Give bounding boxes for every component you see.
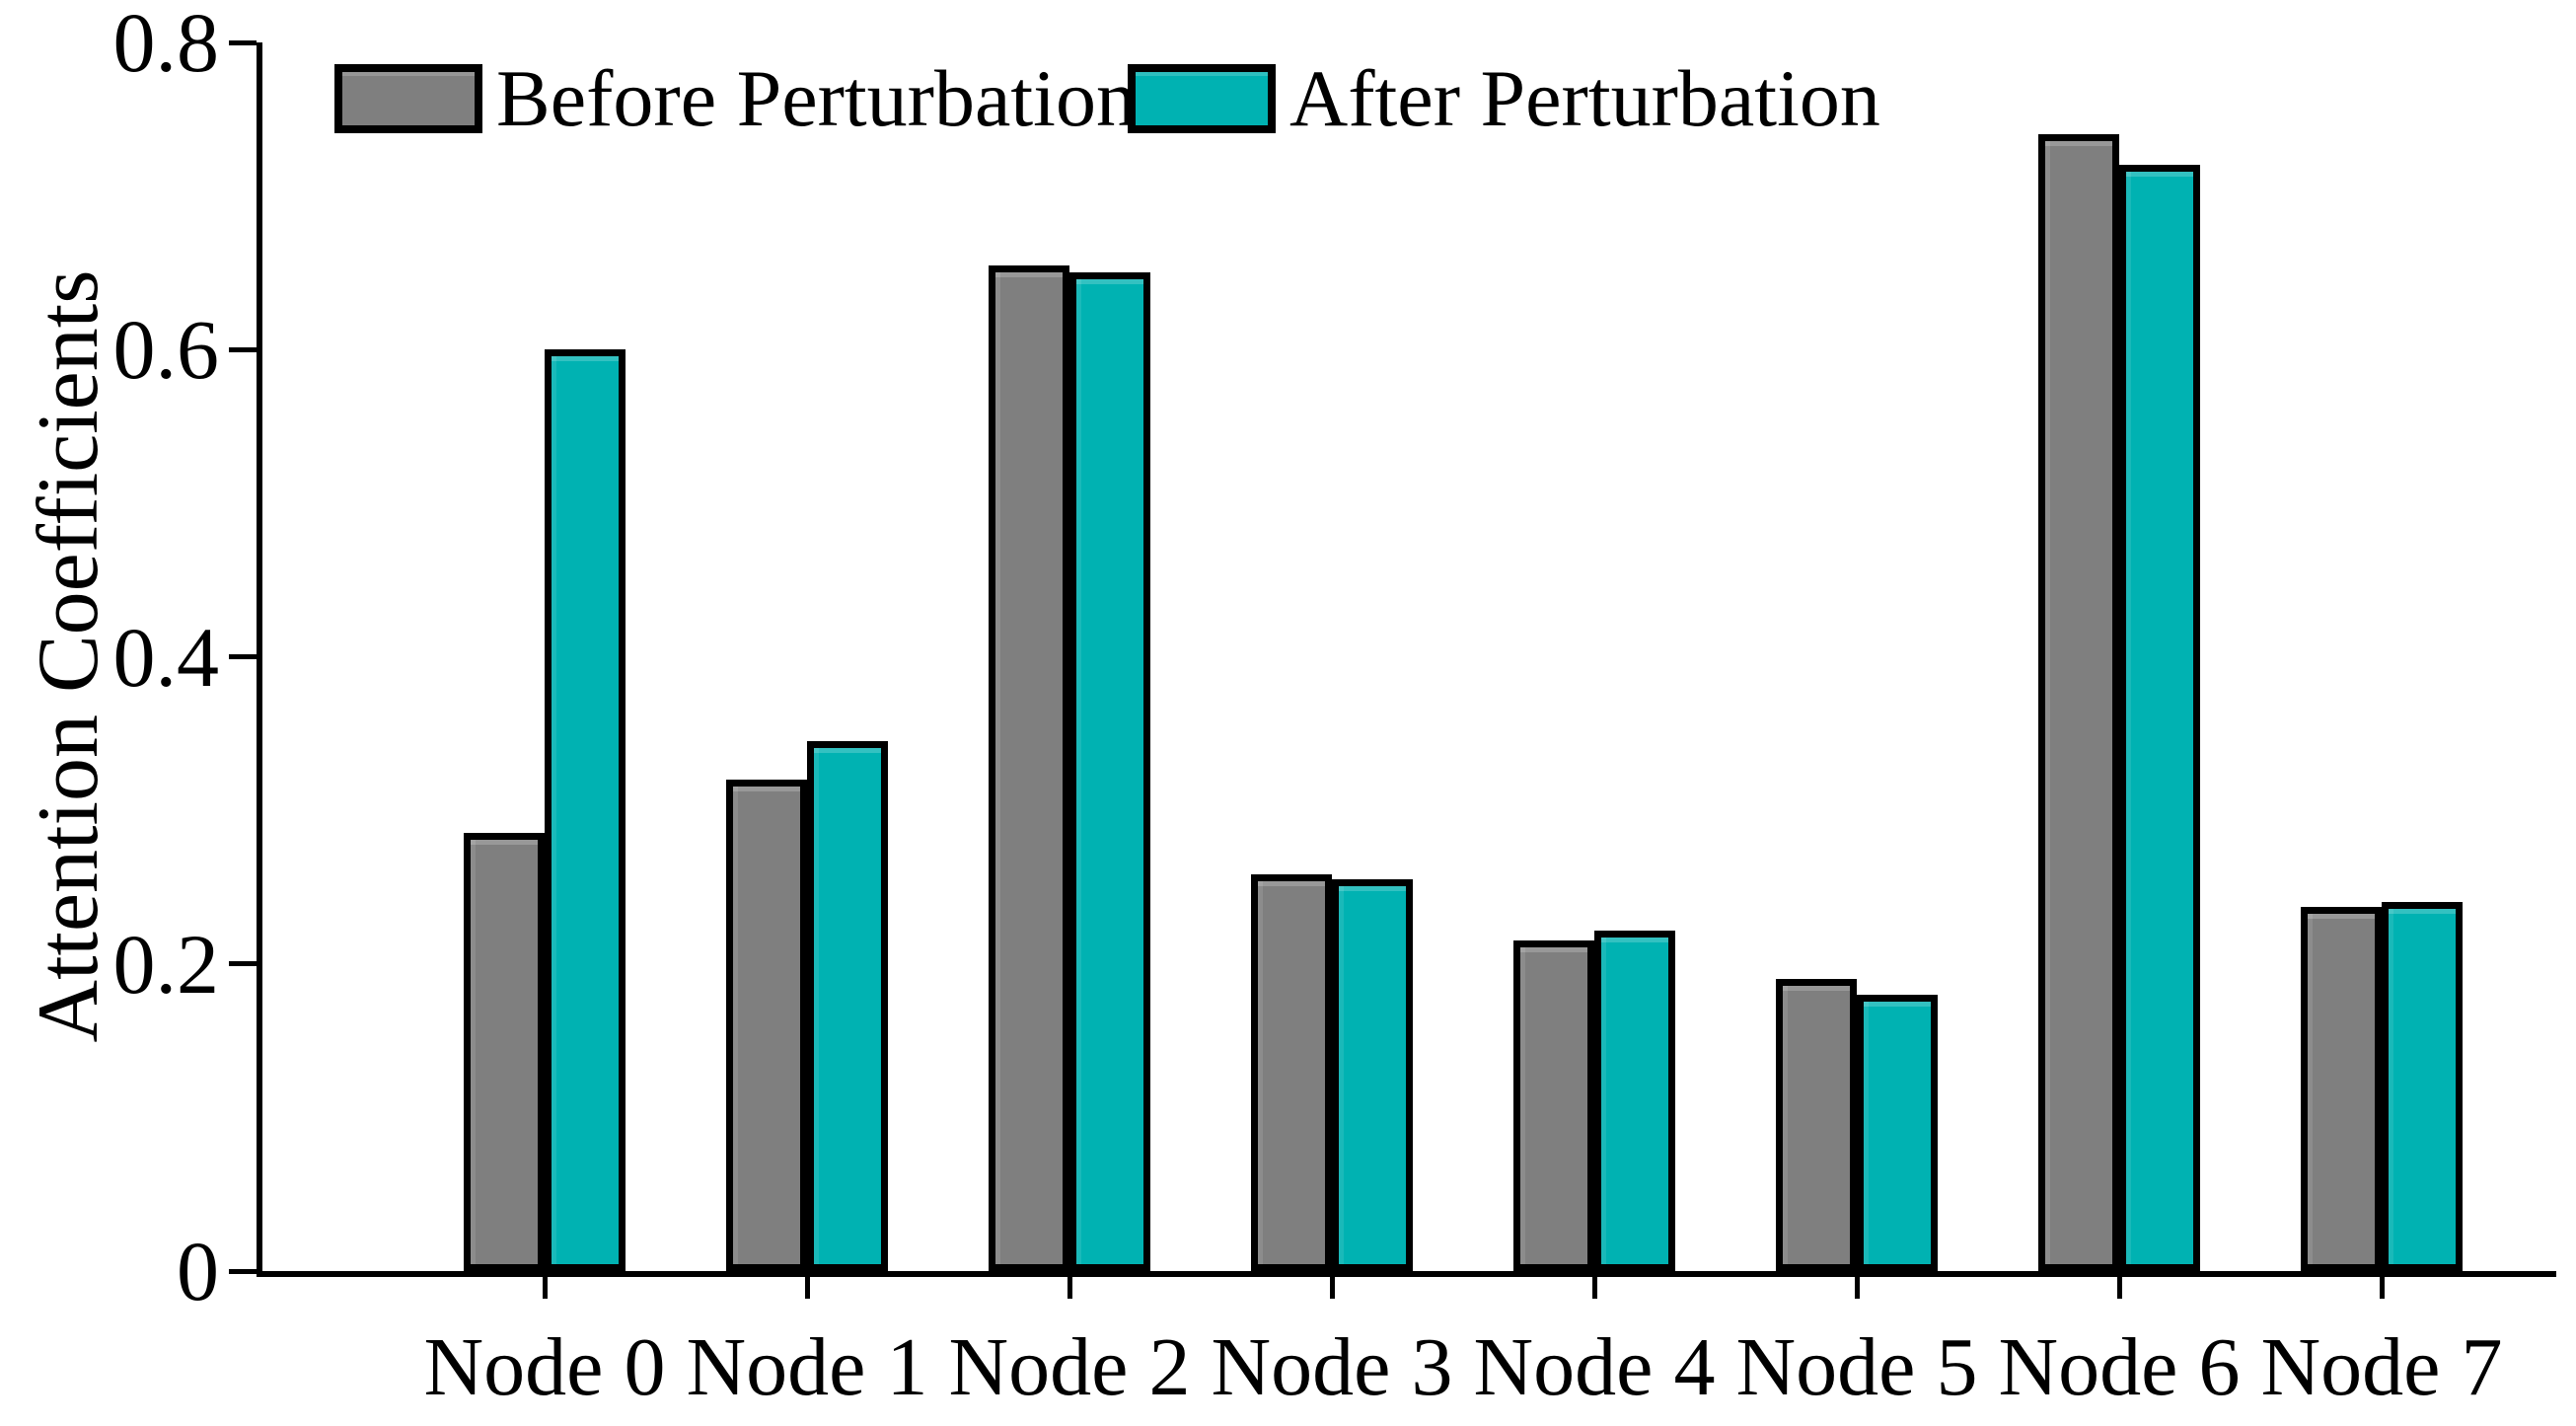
legend-label-after: After Perturbation bbox=[1289, 53, 1880, 143]
plot-area: Before Perturbation After Perturbation bbox=[257, 42, 2556, 1277]
x-tick-node-0 bbox=[543, 1277, 548, 1299]
x-tick-node-2 bbox=[1067, 1277, 1072, 1299]
bar-node-7-after bbox=[2382, 902, 2463, 1271]
y-tick-label-0: 0 bbox=[177, 1224, 219, 1318]
x-tick-label-node-7: Node 7 bbox=[2260, 1321, 2503, 1413]
legend-label-before: Before Perturbation bbox=[496, 53, 1137, 143]
x-tick-node-4 bbox=[1592, 1277, 1597, 1299]
bar-node-2-after bbox=[1069, 272, 1150, 1271]
bar-node-5-after bbox=[1857, 995, 1938, 1271]
bar-node-7-before bbox=[2301, 907, 2382, 1271]
bar-node-4-before bbox=[1513, 940, 1594, 1271]
x-tick-node-1 bbox=[805, 1277, 810, 1299]
x-tick-label-node-2: Node 2 bbox=[948, 1321, 1191, 1413]
x-tick-node-3 bbox=[1330, 1277, 1335, 1299]
x-tick-node-5 bbox=[1855, 1277, 1860, 1299]
bar-node-3-after bbox=[1332, 879, 1413, 1271]
bar-node-5-before bbox=[1776, 979, 1857, 1271]
x-tick-label-node-4: Node 4 bbox=[1473, 1321, 1716, 1413]
bar-node-1-after bbox=[807, 741, 888, 1271]
bar-node-1-before bbox=[726, 780, 807, 1271]
y-tick-label-0.2: 0.2 bbox=[112, 917, 220, 1012]
y-tick-label-0.6: 0.6 bbox=[112, 302, 220, 397]
bar-node-0-after bbox=[545, 349, 626, 1271]
legend-entry-after: After Perturbation bbox=[1128, 54, 1880, 143]
x-tick-node-7 bbox=[2380, 1277, 2385, 1299]
x-tick-label-node-5: Node 5 bbox=[1735, 1321, 1978, 1413]
x-tick-label-node-6: Node 6 bbox=[1998, 1321, 2241, 1413]
y-tick-label-0.4: 0.4 bbox=[112, 610, 220, 705]
bar-node-0-before bbox=[464, 833, 545, 1271]
y-tick-0.2 bbox=[229, 961, 257, 966]
bar-node-3-before bbox=[1251, 874, 1332, 1271]
bar-node-2-before bbox=[989, 265, 1069, 1271]
bar-node-6-before bbox=[2038, 134, 2119, 1271]
legend-swatch-before-icon bbox=[334, 64, 482, 133]
y-tick-0.8 bbox=[229, 40, 257, 45]
y-tick-0 bbox=[229, 1269, 257, 1274]
y-tick-0.4 bbox=[229, 654, 257, 659]
x-tick-label-node-0: Node 0 bbox=[423, 1321, 666, 1413]
bar-node-6-after bbox=[2119, 165, 2200, 1271]
x-tick-label-node-1: Node 1 bbox=[686, 1321, 928, 1413]
x-tick-node-6 bbox=[2117, 1277, 2122, 1299]
y-tick-0.6 bbox=[229, 347, 257, 352]
legend-swatch-after-icon bbox=[1128, 64, 1276, 133]
y-tick-label-0.8: 0.8 bbox=[112, 0, 220, 90]
bar-node-4-after bbox=[1594, 931, 1675, 1271]
legend-entry-before: Before Perturbation bbox=[334, 54, 1137, 143]
x-tick-label-node-3: Node 3 bbox=[1211, 1321, 1453, 1413]
